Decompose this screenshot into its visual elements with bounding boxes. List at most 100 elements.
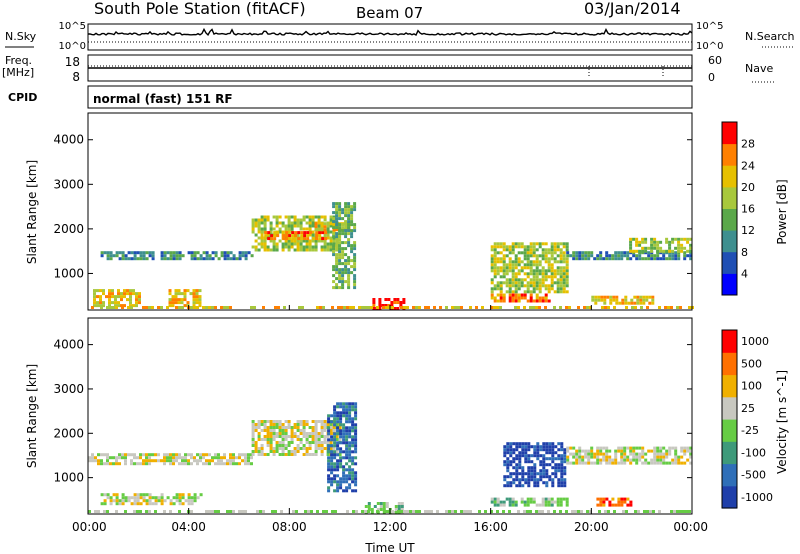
- power-echo-cell: [96, 295, 99, 299]
- power-ground-scatter: [553, 306, 556, 309]
- velocity-ytick-label: 4000: [53, 338, 84, 352]
- power-echo-cell: [332, 286, 336, 290]
- power-echo-cell: [308, 221, 312, 225]
- power-echo-cell: [145, 257, 149, 261]
- velocity-ground-scatter: [607, 510, 610, 513]
- power-echo-cell: [532, 254, 536, 258]
- power-echo-cell: [284, 245, 288, 249]
- power-echo-cell: [550, 284, 554, 288]
- velocity-echo-cell: [605, 452, 609, 456]
- power-echo-cell: [523, 278, 527, 282]
- velocity-echo-cell: [339, 417, 343, 421]
- velocity-echo-cell: [400, 505, 404, 508]
- power-echo-cell: [266, 218, 270, 222]
- power-echo-cell: [302, 227, 306, 231]
- velocity-echo-cell: [348, 414, 352, 418]
- velocity-echo-cell: [527, 448, 531, 452]
- velocity-echo-cell: [339, 459, 343, 463]
- velocity-echo-cell: [284, 444, 288, 447]
- velocity-echo-cell: [662, 452, 666, 456]
- velocity-echo-cell: [187, 502, 191, 506]
- power-echo-cell: [493, 242, 497, 246]
- power-echo-cell: [290, 221, 294, 225]
- power-echo-cell: [353, 226, 357, 230]
- velocity-echo-cell: [557, 454, 561, 458]
- power-echo-cell: [665, 249, 669, 253]
- power-echo-cell: [332, 253, 336, 257]
- power-echo-cell: [226, 254, 230, 258]
- power-ground-scatter: [343, 306, 346, 309]
- velocity-colorbar-tick: 1000: [741, 335, 769, 348]
- power-echo-cell: [263, 248, 267, 252]
- velocity-echo-cell: [269, 438, 273, 441]
- velocity-echo-cell: [299, 420, 303, 423]
- power-echo-cell: [559, 266, 563, 270]
- power-echo-cell: [590, 254, 594, 258]
- velocity-echo-cell: [199, 493, 203, 497]
- velocity-echo-cell: [351, 459, 355, 463]
- power-echo-cell: [332, 239, 336, 243]
- velocity-echo-cell: [333, 453, 337, 457]
- power-echo-cell: [529, 269, 533, 273]
- power-ground-scatter: [559, 306, 562, 309]
- nsky-label: N.Sky: [5, 30, 37, 43]
- power-echo-cell: [133, 251, 137, 255]
- power-echo-cell: [526, 251, 530, 255]
- velocity-echo-cell: [178, 453, 181, 457]
- velocity-echo-cell: [327, 486, 331, 490]
- power-echo-cell: [562, 275, 566, 279]
- velocity-echo-cell: [533, 466, 537, 470]
- power-ground-scatter: [538, 306, 541, 309]
- power-echo-cell: [496, 251, 500, 255]
- power-echo-cell: [287, 239, 291, 243]
- power-echo-cell: [320, 245, 324, 249]
- power-echo-cell: [680, 246, 684, 250]
- power-echo-cell: [600, 295, 604, 299]
- velocity-echo-cell: [689, 452, 693, 456]
- power-echo-cell: [108, 301, 111, 305]
- velocity-echo-cell: [530, 445, 534, 449]
- power-echo-cell: [611, 254, 615, 258]
- velocity-echo-cell: [151, 496, 155, 500]
- power-echo-cell: [195, 289, 199, 293]
- power-echo-cell: [353, 262, 357, 266]
- velocity-echo-cell: [538, 503, 542, 507]
- power-echo-cell: [198, 301, 202, 305]
- power-echo-cell: [126, 292, 129, 296]
- velocity-echo-cell: [305, 423, 309, 426]
- power-echo-cell: [299, 245, 303, 249]
- power-echo-cell: [314, 248, 318, 252]
- velocity-echo-cell: [385, 505, 389, 508]
- velocity-echo-cell: [641, 446, 645, 450]
- power-echo-cell: [603, 301, 607, 305]
- power-echo-cell: [523, 257, 527, 261]
- velocity-echo-cell: [311, 432, 315, 435]
- power-echo-cell: [263, 215, 267, 219]
- power-echo-cell: [556, 269, 560, 273]
- power-ground-scatter: [577, 306, 580, 309]
- power-echo-cell: [511, 245, 515, 249]
- velocity-echo-cell: [515, 469, 519, 473]
- velocity-echo-cell: [184, 499, 188, 503]
- power-echo-cell: [635, 243, 639, 247]
- velocity-ground-scatter: [460, 510, 463, 513]
- power-echo-cell: [644, 249, 648, 253]
- velocity-echo-cell: [333, 405, 337, 409]
- velocity-echo-cell: [533, 481, 537, 485]
- velocity-echo-cell: [254, 444, 258, 447]
- power-ground-scatter: [352, 306, 355, 309]
- power-echo-cell: [192, 304, 196, 308]
- velocity-echo-cell: [330, 456, 334, 460]
- velocity-echo-cell: [314, 447, 318, 450]
- velocity-echo-region: [100, 493, 203, 506]
- velocity-echo-cell: [330, 414, 334, 418]
- velocity-echo-cell: [520, 500, 524, 504]
- velocity-echo-cell: [244, 462, 247, 466]
- velocity-echo-cell: [345, 447, 349, 451]
- velocity-echo-cell: [638, 455, 642, 459]
- power-echo-cell: [341, 247, 345, 251]
- power-echo-cell: [169, 254, 173, 258]
- velocity-echo-cell: [266, 426, 270, 429]
- power-echo-cell: [559, 287, 563, 291]
